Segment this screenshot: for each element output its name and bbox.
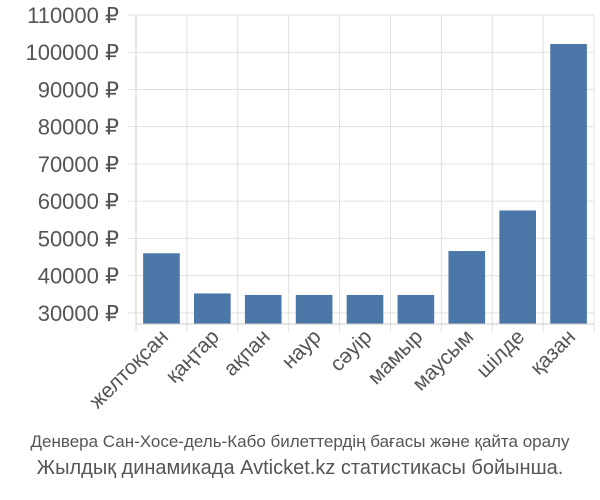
bar-7 — [448, 251, 486, 324]
chart-caption-line-2: Жылдық динамикада Avticket.kz статистика… — [36, 457, 564, 479]
y-tick-label: 50000 ₽ — [38, 226, 119, 251]
bars — [143, 44, 587, 325]
axes — [135, 15, 594, 325]
bar-3 — [244, 294, 282, 324]
y-tick-label: 80000 ₽ — [38, 115, 119, 140]
y-tick-label: 110000 ₽ — [27, 3, 119, 28]
x-tick-label: шілде — [472, 325, 529, 382]
bar-9 — [550, 44, 587, 325]
y-tick-labels: 30000 ₽ 40000 ₽ 50000 ₽ 60000 ₽ 70000 ₽ 80000… — [25, 3, 119, 326]
bar-8 — [499, 210, 536, 324]
y-tick-label: 60000 ₽ — [38, 189, 119, 214]
x-tick-label: қаңтар — [161, 325, 223, 387]
bar-4 — [295, 294, 333, 324]
grid-lines — [128, 14, 595, 332]
y-tick-label: 30000 ₽ — [38, 301, 119, 326]
bar-2 — [194, 293, 231, 324]
x-tick-label: қазан — [526, 325, 580, 379]
y-tick-label: 100000 ₽ — [25, 40, 119, 65]
chart-caption-line-1: Денвера Сан-Хосе-дель-Кабо билеттердің б… — [30, 432, 570, 451]
bar-1 — [143, 253, 180, 324]
y-tick-label: 90000 ₽ — [38, 77, 119, 102]
x-tick-label: желтоқсан — [85, 325, 173, 413]
y-tick-label: 70000 ₽ — [38, 152, 119, 177]
y-tick-label: 40000 ₽ — [38, 264, 119, 289]
bar-6 — [397, 294, 435, 324]
x-tick-label: ақпан — [219, 325, 275, 381]
bar-5 — [346, 294, 384, 324]
x-tick-label: наур — [278, 325, 326, 373]
